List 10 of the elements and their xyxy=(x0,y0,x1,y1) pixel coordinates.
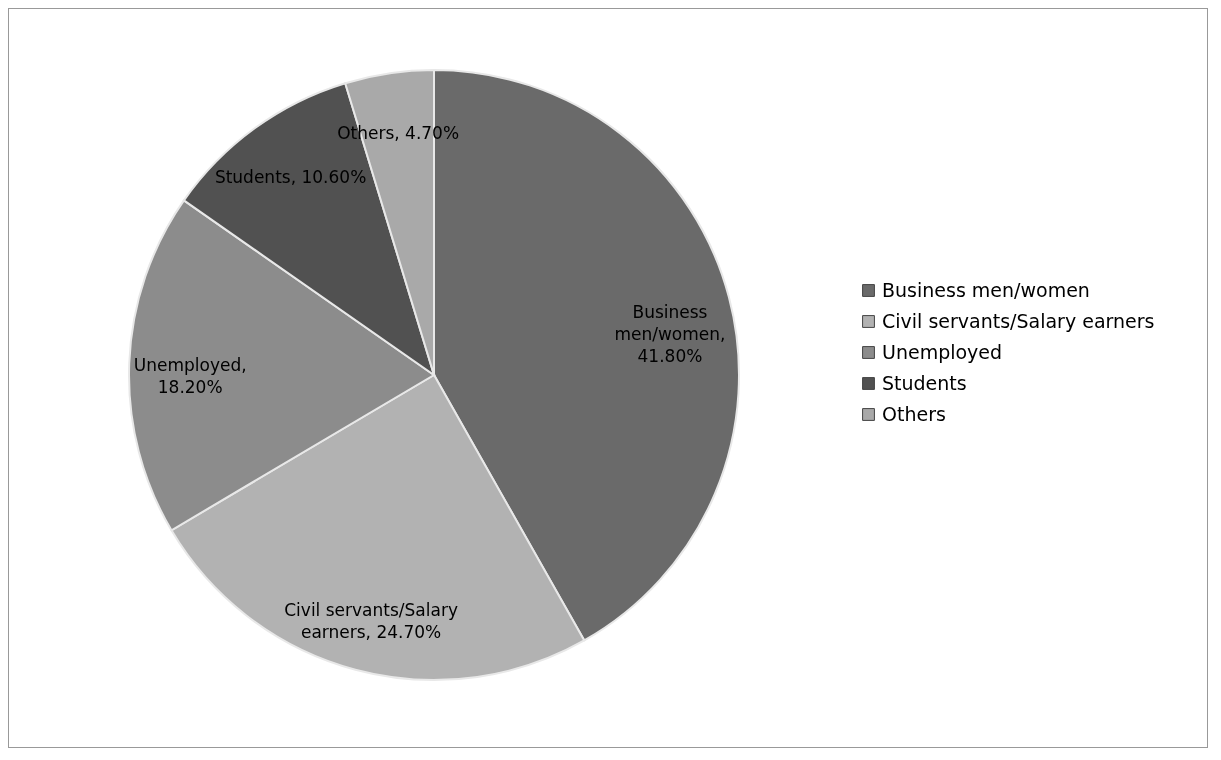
legend-label: Others xyxy=(882,402,946,425)
legend-label: Students xyxy=(882,371,967,394)
legend-label: Civil servants/Salary earners xyxy=(882,309,1155,332)
data-label: Students, 10.60% xyxy=(214,166,367,187)
data-label: Unemployed, 18.20% xyxy=(133,354,247,397)
legend-label: Business men/women xyxy=(882,278,1090,301)
data-label: Civil servants/Salary earners, 24.70% xyxy=(284,599,458,642)
legend-label: Unemployed xyxy=(882,340,1003,363)
data-label: Business men/women, 41.80% xyxy=(614,301,726,366)
data-label: Others, 4.70% xyxy=(337,122,460,143)
